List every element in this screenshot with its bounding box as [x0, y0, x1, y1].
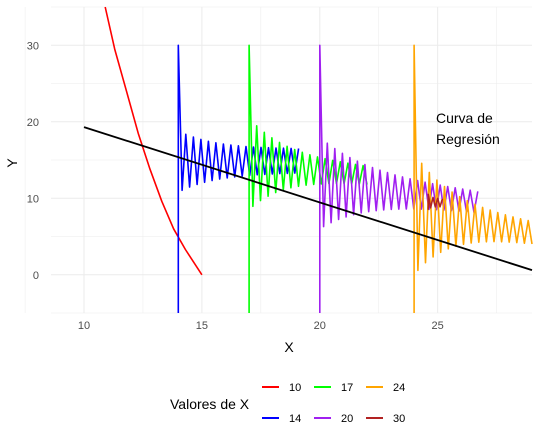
legend-label-30: 30 [393, 413, 405, 425]
x-tick-label: 10 [78, 320, 90, 332]
series-line-14 [177, 44, 300, 313]
y-tick-label: 30 [27, 40, 39, 52]
y-tick-label: 0 [33, 270, 39, 282]
series-line-30 [427, 193, 444, 210]
annotation-line-2: Regresión [436, 131, 500, 147]
legend-label-24: 24 [393, 382, 405, 394]
legend-label-10: 10 [289, 382, 301, 394]
regression-line [83, 126, 533, 272]
series-line-20 [319, 44, 479, 313]
legend-item-10: 10 [262, 382, 301, 394]
legend-item-17: 17 [314, 382, 353, 394]
series-line-24 [413, 44, 533, 313]
legend-item-14: 14 [262, 413, 301, 425]
y-axis-ticks: 0 10 20 30 [27, 40, 39, 282]
legend-label-17: 17 [341, 382, 353, 394]
y-axis-title: Y [4, 158, 20, 168]
series-line-17 [248, 44, 368, 313]
series-line-10 [104, 6, 203, 276]
legend-items: 10 14 17 20 24 30 [262, 382, 405, 425]
x-tick-label: 25 [432, 320, 444, 332]
legend-label-14: 14 [289, 413, 301, 425]
x-axis-ticks: 10 15 20 25 [78, 320, 444, 332]
legend-item-30: 30 [366, 413, 405, 425]
x-axis-title: X [284, 339, 294, 355]
legend-item-24: 24 [366, 382, 405, 394]
series-layer [104, 6, 533, 313]
y-tick-label: 10 [27, 193, 39, 205]
x-tick-label: 15 [196, 320, 208, 332]
legend-label-20: 20 [341, 413, 353, 425]
legend-item-20: 20 [314, 413, 353, 425]
legend: Valores de X 10 14 17 20 24 30 [170, 382, 405, 425]
y-tick-label: 20 [27, 117, 39, 129]
regression-layer [83, 126, 533, 272]
legend-title: Valores de X [170, 396, 250, 412]
x-tick-label: 20 [314, 320, 326, 332]
annotation-line-1: Curva de [436, 110, 493, 126]
